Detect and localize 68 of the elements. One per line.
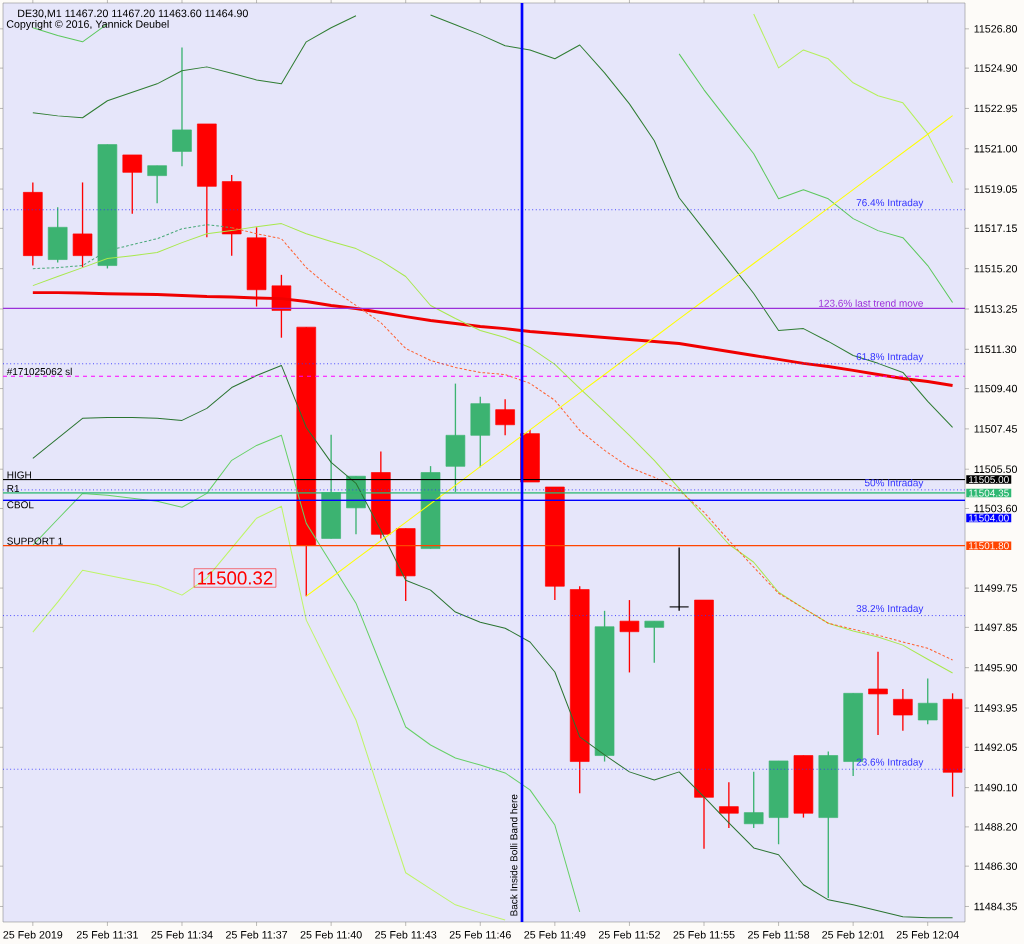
text: Copyright © 2016, Yannick Deubel (6, 20, 169, 30)
y-tick-label: 11486.30 (974, 862, 1017, 870)
candlestick (893, 688, 913, 732)
y-tick-label: 11513.25 (974, 305, 1017, 313)
x-tick-label: 25 Feb 11:49 (524, 930, 586, 939)
y-tick-label: 11490.10 (974, 783, 1017, 792)
y-tick-label: 11499.75 (974, 584, 1017, 592)
candlestick (743, 771, 764, 829)
ref-line-label: 11501.80 (969, 542, 1009, 550)
y-tick-label: 11484.35 (974, 902, 1017, 911)
candlestick (644, 620, 665, 664)
x-tick-label: 25 Feb 2019 (3, 930, 63, 939)
ref-line-label: 23.6% Intraday (856, 758, 924, 768)
y-tick-label: 11503.60 (974, 504, 1017, 513)
y-tick-label: 11497.85 (974, 623, 1017, 632)
ref-line-label: 76.4% Intraday (856, 198, 924, 209)
x-tick-label: 25 Feb 11:37 (226, 930, 288, 939)
ref-line-label: 50% Intraday (864, 478, 924, 489)
x-tick-label: 25 Feb 12:01 (822, 930, 885, 939)
annotation: SUPPORT 1 (7, 537, 63, 545)
y-tick-label: 11509.40 (974, 384, 1017, 393)
annotation: #171025062 sl (6, 367, 72, 376)
x-tick-label: 25 Feb 11:46 (449, 930, 511, 939)
candlestick (72, 181, 93, 268)
y-tick-label: 11493.95 (974, 704, 1017, 712)
candlestick (147, 165, 167, 204)
y-tick-label: 11524.90 (974, 64, 1017, 72)
x-tick-label: 25 Feb 12:04 (896, 930, 959, 939)
annotation: CBOL (7, 501, 34, 509)
y-tick-label: 11521.00 (974, 144, 1017, 153)
ref-line-label: 11505.00 (969, 476, 1009, 484)
y-tick-label: 11492.05 (974, 743, 1017, 752)
ref-line-label: 11504.00 (969, 514, 1009, 522)
x-tick-label: 25 Feb 11:34 (151, 930, 213, 939)
annotation: HIGH (7, 471, 31, 479)
y-tick-label: 11507.45 (974, 425, 1017, 433)
y-tick-label: 11515.20 (974, 264, 1017, 273)
y-tick-label: 11495.90 (974, 663, 1017, 672)
ref-line-label: 61.8% Intraday (856, 352, 924, 363)
y-tick-label: 11488.20 (974, 823, 1017, 831)
text: DE30,M1 11467.20 11467.20 11463.60 11464.90 (18, 9, 248, 19)
x-tick-label: 25 Feb 11:52 (598, 930, 660, 939)
candlestick (495, 398, 515, 436)
ref-line-label: 123.6% last trend move (819, 299, 923, 307)
y-tick-label: 11511.30 (974, 345, 1017, 354)
annotation: Back Inside Bolli Band here (510, 794, 518, 916)
y-tick-label: 11526.80 (974, 25, 1017, 33)
candlestick (172, 46, 192, 167)
ref-line-label: 38.2% Intraday (856, 604, 924, 614)
candlestick (917, 677, 938, 725)
candlestick (669, 546, 689, 612)
x-tick-label: 25 Feb 11:40 (300, 930, 362, 939)
x-tick-label: 25 Feb 11:31 (76, 930, 138, 939)
x-tick-label: 25 Feb 11:58 (748, 930, 810, 939)
y-tick-label: 11505.50 (974, 465, 1017, 473)
candlestick (719, 781, 739, 829)
line-series (753, 13, 954, 184)
y-tick-label: 11519.05 (974, 185, 1017, 193)
candlestick (619, 599, 640, 674)
x-tick-label: 25 Feb 11:43 (375, 930, 437, 939)
annotation: 11500.32 (198, 571, 273, 585)
annotation: R1 (7, 485, 20, 492)
y-tick-label: 11522.95 (974, 104, 1017, 113)
candlestick (122, 154, 143, 215)
ref-line-label: 11504.35 (969, 489, 1009, 497)
candlestick (868, 651, 888, 736)
x-tick-label: 25 Feb 11:55 (673, 930, 735, 939)
y-tick-label: 11517.15 (974, 224, 1017, 233)
